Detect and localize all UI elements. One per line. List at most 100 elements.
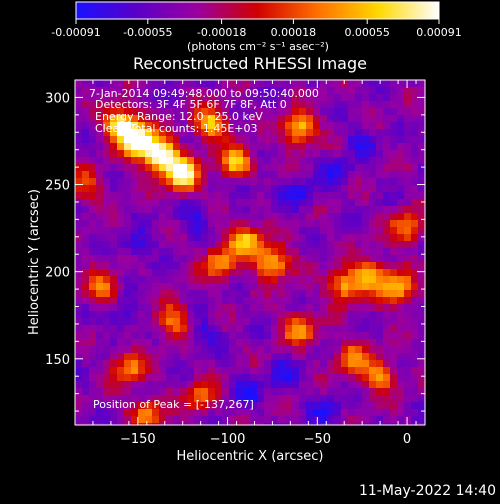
heatmap-cell [320,171,328,179]
heatmap-cell [327,248,335,256]
heatmap-cell [152,101,160,109]
heatmap-cell [376,290,384,298]
heatmap-cell [96,94,104,102]
heatmap-cell [82,297,90,305]
heatmap-cell [278,332,286,340]
heatmap-cell [313,192,321,200]
heatmap-cell [173,388,181,396]
heatmap-cell [236,325,244,333]
heatmap-cell [334,416,342,424]
heatmap-cell [362,94,370,102]
heatmap-cell [278,402,286,410]
heatmap-cell [390,192,398,200]
heatmap-cell [180,248,188,256]
heatmap-cell [124,311,132,319]
heatmap-cell [362,276,370,284]
heatmap-cell [397,255,405,263]
heatmap-cell [306,150,314,158]
heatmap-cell [418,150,425,158]
heatmap-cell [320,136,328,144]
heatmap-cell [334,353,342,361]
heatmap-cell [166,276,174,284]
heatmap-cell [103,325,111,333]
heatmap-cell [355,402,363,410]
heatmap-cell [152,360,160,368]
heatmap-cell [250,290,258,298]
heatmap-cell [334,234,342,242]
heatmap-cell [348,255,356,263]
heatmap-cell [292,402,300,410]
heatmap-cell [376,409,384,417]
heatmap-cell [264,143,272,151]
heatmap-cell [369,150,377,158]
heatmap-cell [201,192,209,200]
heatmap-cell [166,136,174,144]
heatmap-cell [334,423,342,425]
heatmap-cell [285,129,293,137]
heatmap-cell [159,423,167,425]
heatmap-cell [292,206,300,214]
heatmap-cell [152,157,160,165]
heatmap-cell [96,409,104,417]
heatmap-cell [285,367,293,375]
heatmap-cell [96,164,104,172]
heatmap-cell [187,101,195,109]
heatmap-cell [236,402,244,410]
heatmap-cell [285,94,293,102]
heatmap-cell [131,143,139,151]
heatmap-cell [404,122,412,130]
heatmap-cell [229,395,237,403]
heatmap-cell [341,276,349,284]
heatmap-cell [96,241,104,249]
heatmap-cell [348,206,356,214]
heatmap-cell [110,332,118,340]
heatmap-cell [152,115,160,123]
heatmap-cell [208,108,216,116]
heatmap-cell [397,157,405,165]
heatmap-cell [82,101,90,109]
heatmap-cell [236,115,244,123]
heatmap-cell [145,332,153,340]
heatmap-cell [257,269,265,277]
heatmap-cell [124,248,132,256]
heatmap-cell [299,311,307,319]
heatmap-cell [236,283,244,291]
heatmap-cell [397,199,405,207]
heatmap-cell [110,136,118,144]
heatmap-cell [103,115,111,123]
heatmap-cell [271,255,279,263]
heatmap-cell [124,332,132,340]
heatmap-cell [362,297,370,305]
heatmap-cell [82,220,90,228]
heatmap-cell [250,129,258,137]
heatmap-cell [292,171,300,179]
heatmap-cell [376,395,384,403]
heatmap-cell [222,227,230,235]
heatmap-cell [117,297,125,305]
heatmap-cell [383,388,391,396]
heatmap-cell [278,374,286,382]
heatmap-cell [103,353,111,361]
heatmap-cell [341,297,349,305]
heatmap-cell [306,276,314,284]
heatmap-cell [75,171,83,179]
x-axis-label: Heliocentric X (arcsec) [177,449,324,464]
heatmap-cell [292,318,300,326]
heatmap-cell [341,395,349,403]
heatmap-cell [327,381,335,389]
y-tick-label: 250 [45,179,70,194]
heatmap-cell [117,136,125,144]
heatmap-cell [117,87,125,95]
heatmap-cell [166,87,174,95]
heatmap-cell [166,318,174,326]
heatmap-cell [208,94,216,102]
heatmap-cell [257,199,265,207]
heatmap-cell [187,346,195,354]
heatmap-cell [82,206,90,214]
heatmap-cell [173,115,181,123]
heatmap-cell [355,157,363,165]
heatmap-cell [236,297,244,305]
heatmap-cell [327,423,335,425]
heatmap-cell [222,164,230,172]
heatmap-cell [159,143,167,151]
